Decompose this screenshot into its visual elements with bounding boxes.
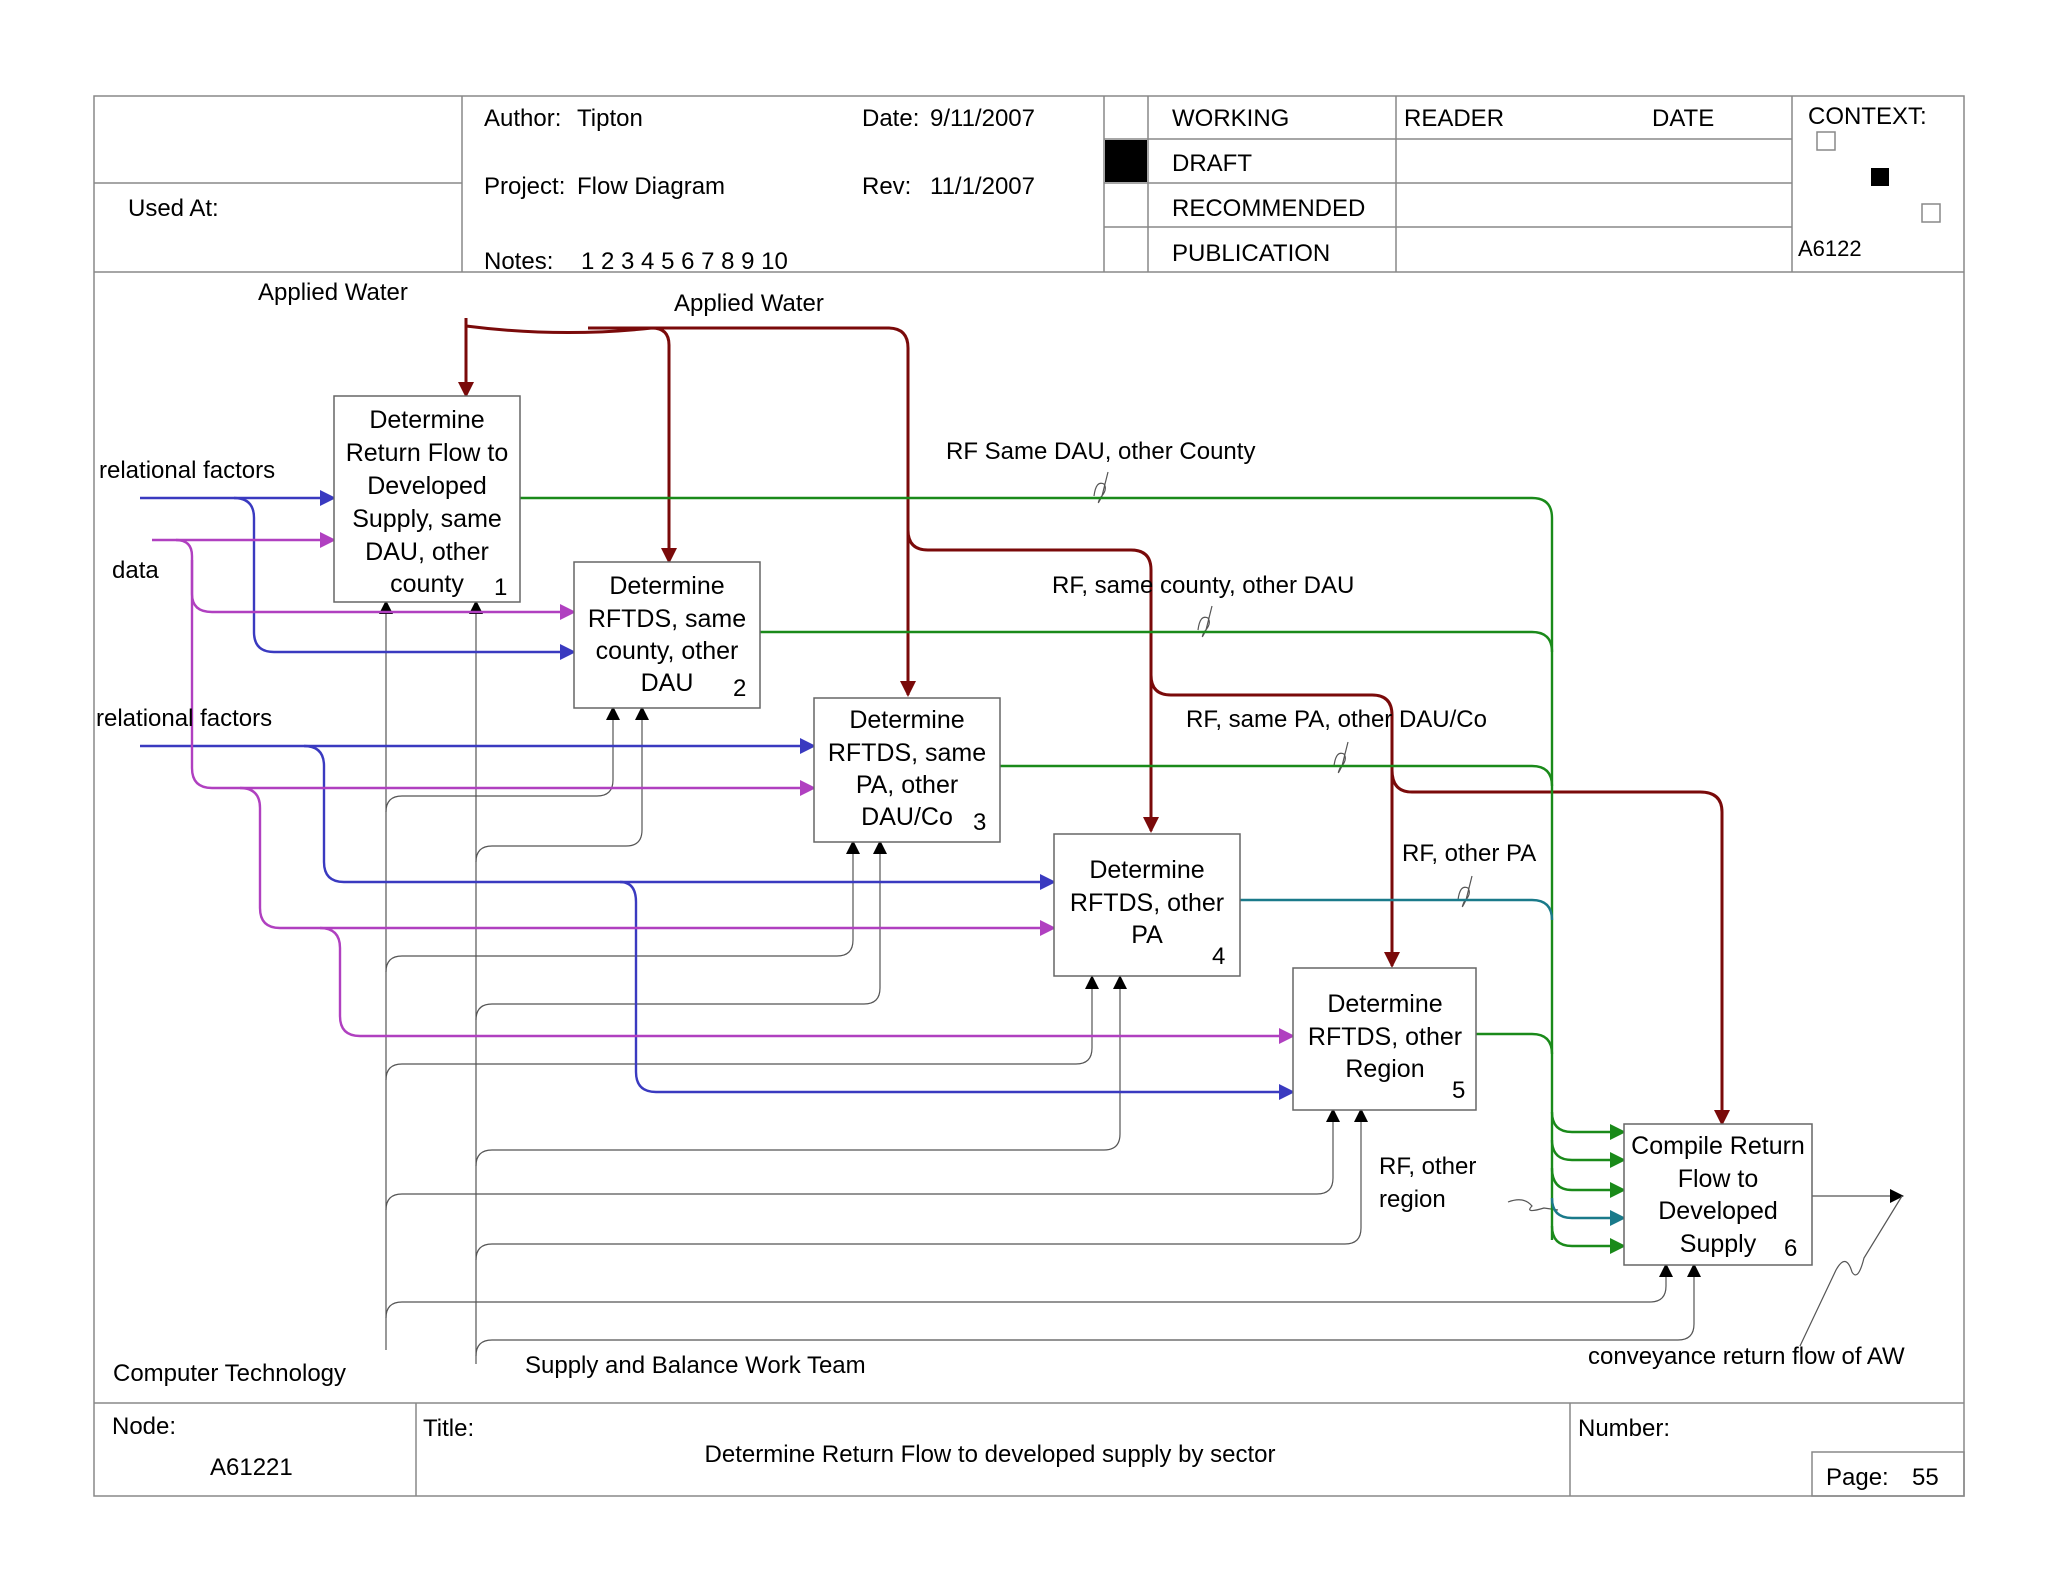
status-draft: DRAFT [1172,150,1252,177]
activity-box-5-text: Determine RFTDS, other Region [1308,990,1462,1083]
box-5-line: RFTDS, other [1308,1023,1462,1051]
diagram-title: Determine Return Flow to developed suppl… [705,1441,1276,1468]
label-computer-technology: Computer Technology [113,1360,346,1387]
activity-box-3[interactable] [813,697,1001,843]
activity-box-4[interactable] [1053,833,1241,977]
context-node: A6122 [1798,236,1862,261]
mechanism-arrows [379,471,1904,1364]
label-rf-same-county-other-dau: RF, same county, other DAU [1052,572,1354,599]
label-relational-factors-2: relational factors [96,705,272,732]
activity-box-2-text: Determine RFTDS, same county, other DAU [588,572,746,697]
box-3-line: DAU/Co [861,803,953,831]
box-1-line: Supply, same [352,505,502,533]
box-6-line: Compile Return [1631,1132,1805,1160]
label-applied-water-2: Applied Water [674,290,824,317]
activity-boxes [333,395,1813,1266]
label-rf-other-pa: RF, other PA [1402,840,1536,867]
box-3-number: 3 [973,809,986,836]
node-value: A61221 [210,1454,293,1481]
label-applied-water-1: Applied Water [258,279,408,306]
box-2-line: RFTDS, same [588,605,746,633]
notes-label: Notes: [484,248,553,275]
activity-box-6[interactable] [1623,1123,1813,1266]
box-6-line: Supply [1680,1230,1757,1258]
title-label: Title: [423,1415,474,1442]
activity-box-1[interactable] [333,395,521,603]
label-rf-same-dau-other-county: RF Same DAU, other County [946,438,1255,465]
date-label: Date: [862,105,919,132]
label-supply-balance-team: Supply and Balance Work Team [525,1352,866,1379]
number-label: Number: [1578,1415,1670,1442]
box-4-line: RFTDS, other [1070,889,1224,917]
activity-box-6-text: Compile Return Flow to Developed Supply [1631,1132,1805,1258]
output-arrows [520,496,1626,1254]
label-data: data [112,557,159,584]
box-1-number: 1 [494,574,507,601]
box-2-line: DAU [641,669,694,697]
label-rf-other-region-line2: region [1379,1186,1446,1213]
box-2-line: Determine [609,572,724,600]
date-column-header: DATE [1652,105,1714,132]
date-value: 9/11/2007 [930,105,1035,132]
project-label: Project: [484,173,565,200]
page-label: Page: [1826,1464,1889,1491]
box-1-line: Return Flow to [346,439,509,467]
page-number: 55 [1912,1464,1939,1491]
activity-box-1-text: Determine Return Flow to Developed Suppl… [346,406,509,598]
box-1-line: Determine [369,406,484,434]
reader-header: READER [1404,105,1504,132]
box-5-line: Region [1345,1055,1424,1083]
box-1-line: DAU, other [365,538,489,566]
author-label: Author: [484,105,561,132]
box-2-line: county, other [596,637,739,665]
label-relational-factors-1: relational factors [99,457,275,484]
label-rf-other-region-line1: RF, other [1379,1153,1476,1180]
box-4-number: 4 [1212,943,1225,970]
label-conveyance-return-flow: conveyance return flow of AW [1588,1343,1905,1370]
activity-box-4-text: Determine RFTDS, other PA [1070,856,1224,949]
node-label: Node: [112,1413,176,1440]
box-6-number: 6 [1784,1235,1797,1262]
context-label: CONTEXT: [1808,103,1927,130]
box-2-number: 2 [733,675,746,702]
used-at-label: Used At: [128,195,219,222]
status-working: WORKING [1172,105,1289,132]
relational-factor-arrows [140,490,1295,1100]
box-5-number: 5 [1452,1077,1465,1104]
box-1-line: county [390,570,464,598]
activity-box-5[interactable] [1292,967,1477,1111]
activity-box-2[interactable] [573,561,761,709]
label-rf-same-pa-other-dau-co: RF, same PA, other DAU/Co [1186,706,1487,733]
box-6-line: Developed [1658,1197,1778,1225]
frame [93,95,1965,1497]
activity-box-3-text: Determine RFTDS, same PA, other DAU/Co [828,706,986,831]
project-value: Flow Diagram [577,173,725,200]
box-3-line: RFTDS, same [828,739,986,767]
box-4-line: Determine [1089,856,1204,884]
rev-label: Rev: [862,173,911,200]
box-5-line: Determine [1327,990,1442,1018]
author-value: Tipton [577,105,643,132]
box-3-line: Determine [849,706,964,734]
box-3-line: PA, other [856,771,958,799]
box-1-line: Developed [367,472,487,500]
data-arrows [152,532,1295,1044]
rev-value: 11/1/2007 [930,173,1035,200]
box-4-line: PA [1131,921,1163,949]
draft-status-marker [1105,140,1147,182]
status-publication: PUBLICATION [1172,240,1330,267]
context-mini-diagram [1816,131,1941,223]
box-6-line: Flow to [1678,1165,1759,1193]
status-recommended: RECOMMENDED [1172,195,1365,222]
notes-value: 1 2 3 4 5 6 7 8 9 10 [581,248,788,275]
control-arrows [458,318,1730,1126]
